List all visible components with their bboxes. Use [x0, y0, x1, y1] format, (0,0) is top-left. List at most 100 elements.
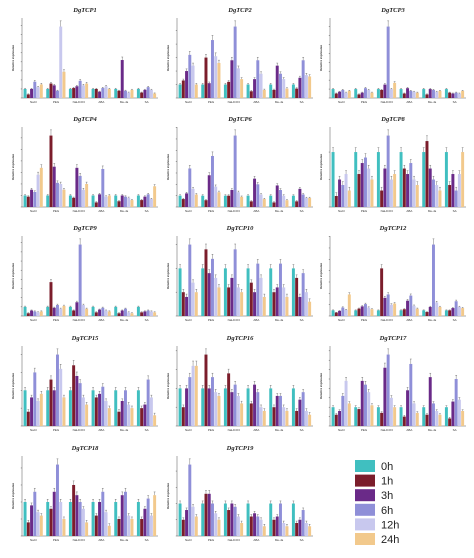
bar-24h — [370, 92, 374, 98]
bar-6h — [188, 244, 192, 316]
bar-12h — [149, 515, 153, 536]
bar-0h — [399, 152, 403, 207]
x-tick-label: NaHCO3 — [73, 318, 86, 322]
bar-24h — [393, 303, 397, 316]
bar-0h — [114, 306, 118, 316]
bar-24h — [461, 152, 465, 207]
bar-1h — [227, 195, 231, 207]
bar-6h — [233, 384, 237, 426]
bar-6h — [233, 135, 237, 207]
legend-label: 12h — [381, 519, 399, 531]
x-tick-label: NaCl — [338, 428, 345, 432]
bar-24h — [194, 194, 198, 207]
bar-24h — [393, 407, 397, 426]
x-tick-label: SA — [300, 209, 304, 213]
bar-0h — [354, 407, 358, 426]
x-tick-label: NaHCO3 — [381, 428, 394, 432]
bar-12h — [236, 192, 240, 207]
bar-1h — [272, 519, 276, 536]
bar-0h — [223, 195, 227, 207]
bar-6h — [124, 390, 127, 426]
bar-1h — [49, 379, 53, 426]
bar-3h — [275, 287, 279, 316]
bar-24h — [130, 518, 134, 536]
bar-12h — [59, 368, 63, 426]
bar-0h — [136, 195, 140, 207]
bar-24h — [85, 183, 89, 207]
x-tick-label: PEG — [53, 428, 60, 432]
bar-3h — [428, 306, 432, 316]
x-tick-label: NaCl — [185, 209, 192, 213]
bar-24h — [39, 84, 43, 98]
bar-1h — [94, 312, 98, 316]
bar-1h — [117, 518, 121, 536]
bar-24h — [393, 82, 397, 98]
bar-1h — [94, 88, 98, 98]
bar-24h — [240, 79, 244, 98]
bar-6h — [256, 516, 260, 536]
x-tick-label: NaCl — [185, 538, 192, 542]
bar-1h — [140, 92, 144, 98]
bar-3h — [406, 88, 410, 98]
legend: 0h 1h 3h 6h 12h 24h — [355, 460, 399, 546]
x-tick-label: PEG — [53, 209, 60, 213]
x-tick-label: SA — [145, 428, 149, 432]
bar-6h — [454, 92, 458, 98]
bar-12h — [367, 392, 371, 426]
bar-1h — [425, 312, 429, 316]
bar-1h — [227, 81, 231, 98]
bar-24h — [240, 523, 244, 536]
bar-0h — [201, 503, 205, 536]
x-tick-label: SA — [453, 100, 457, 104]
bar-0h — [23, 195, 27, 207]
bar-0h — [291, 84, 295, 98]
bar-6h — [364, 384, 367, 426]
bar-24h — [39, 311, 43, 316]
bar-24h — [85, 522, 89, 536]
bar-6h — [432, 403, 435, 426]
bar-12h — [259, 519, 263, 536]
bar-12h — [81, 85, 85, 98]
x-tick-label: Me-Ja — [275, 538, 284, 542]
bar-6h — [341, 89, 345, 98]
bar-3h — [338, 310, 342, 316]
bar-6h — [341, 185, 345, 207]
bar-1h — [227, 287, 231, 316]
bar-1h — [380, 190, 384, 207]
bar-1h — [249, 516, 253, 536]
bar-3h — [230, 503, 234, 536]
x-tick-label: ABA — [406, 209, 412, 213]
bar-0h — [331, 407, 335, 426]
bar-6h — [341, 395, 345, 426]
bar-3h — [185, 296, 189, 316]
bar-0h — [444, 407, 448, 426]
x-tick-label: Me-Ja — [275, 318, 284, 322]
bar-3h — [383, 367, 387, 426]
bar-3h — [428, 377, 432, 426]
bar-1h — [26, 94, 30, 98]
bar-24h — [194, 365, 198, 426]
x-tick-label: NaHCO3 — [381, 100, 394, 104]
bar-12h — [127, 312, 131, 316]
bar-12h — [59, 308, 63, 316]
bar-24h — [39, 515, 43, 536]
x-tick-label: Me-Ja — [120, 318, 129, 322]
x-tick-label: NaHCO3 — [381, 209, 394, 213]
bar-24h — [107, 311, 111, 316]
bar-0h — [246, 388, 250, 426]
bar-1h — [272, 89, 276, 98]
bar-3h — [185, 510, 189, 536]
bar-24h — [194, 292, 198, 316]
bar-12h — [344, 92, 348, 98]
x-tick-label: NaCl — [185, 428, 192, 432]
bar-6h — [33, 192, 37, 207]
bar-1h — [140, 200, 144, 207]
bar-24h — [347, 190, 351, 207]
bar-12h — [214, 513, 218, 536]
bar-1h — [49, 508, 53, 536]
bar-24h — [240, 292, 244, 316]
x-tick-label: PEG — [53, 538, 60, 542]
bar-24h — [415, 185, 419, 207]
chart-panel: DgTCP19 Relative expression NaCl PEG NaHCO3 A… — [166, 445, 313, 542]
y-axis-label: Relative expression — [11, 154, 15, 180]
